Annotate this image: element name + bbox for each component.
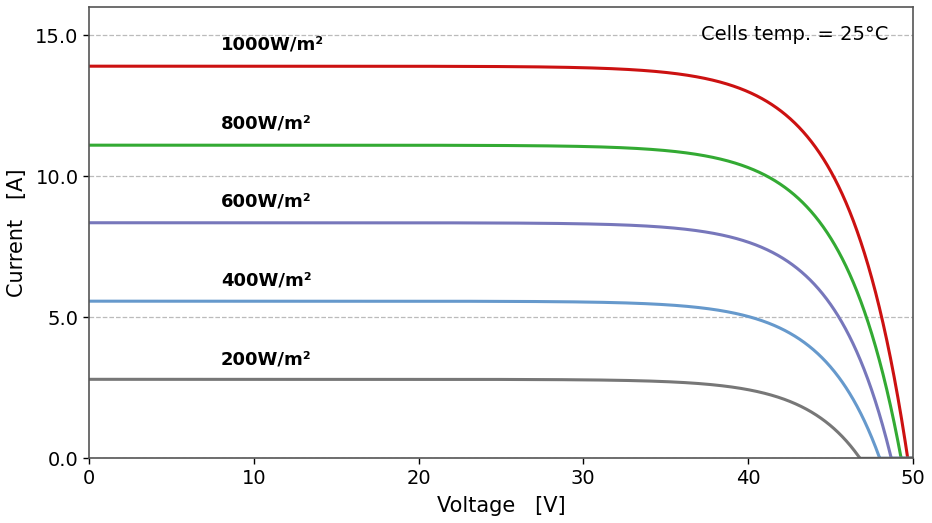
- Text: 400W/m²: 400W/m²: [221, 271, 311, 289]
- Text: 1000W/m²: 1000W/m²: [221, 36, 324, 53]
- Y-axis label: Current   [A]: Current [A]: [7, 168, 27, 297]
- Text: Cells temp. = 25°C: Cells temp. = 25°C: [701, 25, 888, 44]
- Text: 200W/m²: 200W/m²: [221, 350, 311, 368]
- X-axis label: Voltage   [V]: Voltage [V]: [436, 496, 565, 516]
- Text: 600W/m²: 600W/m²: [221, 192, 311, 210]
- Text: 800W/m²: 800W/m²: [221, 115, 311, 132]
